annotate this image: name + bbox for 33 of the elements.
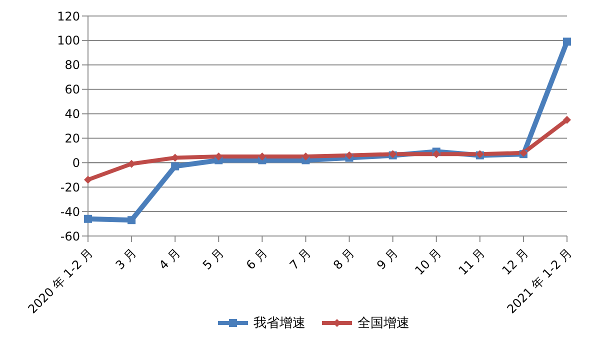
- x-tick-label: 9 月: [374, 246, 401, 272]
- x-tick-label: 3 月: [112, 246, 140, 272]
- y-tick-label: 120: [57, 9, 80, 24]
- y-tick-label: 80: [64, 58, 80, 72]
- point: [128, 216, 136, 224]
- point: [432, 150, 440, 158]
- y-tick-label: -40: [60, 204, 80, 219]
- x-tick-label: 6 月: [243, 246, 270, 272]
- legend-label: 全国增速: [358, 315, 410, 332]
- y-tick-label: -20: [60, 180, 80, 194]
- y-tick-label: 40: [64, 107, 80, 122]
- y-tick-label: 0: [72, 156, 80, 170]
- x-tick-label: 10 月: [412, 246, 444, 278]
- y-tick-label: 20: [64, 131, 80, 146]
- x-tick-label: 11 月: [456, 246, 488, 278]
- y-tick-label: -60: [60, 229, 80, 244]
- point: [214, 152, 223, 161]
- legend-label: 我省增速: [254, 315, 306, 332]
- point: [345, 151, 354, 160]
- point: [302, 152, 310, 161]
- x-tick-label: 7 月: [287, 246, 314, 272]
- x-tick-label: 8 月: [330, 246, 358, 272]
- y-tick-label: 100: [57, 34, 80, 48]
- x-tick-label: 12 月: [499, 246, 532, 278]
- point: [84, 214, 92, 223]
- x-tick-label: 5 月: [200, 246, 226, 272]
- point: [171, 162, 180, 170]
- x-tick-label: 4 月: [156, 246, 183, 272]
- point: [563, 38, 571, 46]
- point: [258, 152, 266, 161]
- y-tick-label: 60: [64, 82, 80, 97]
- point: [84, 176, 92, 184]
- point: [563, 116, 571, 124]
